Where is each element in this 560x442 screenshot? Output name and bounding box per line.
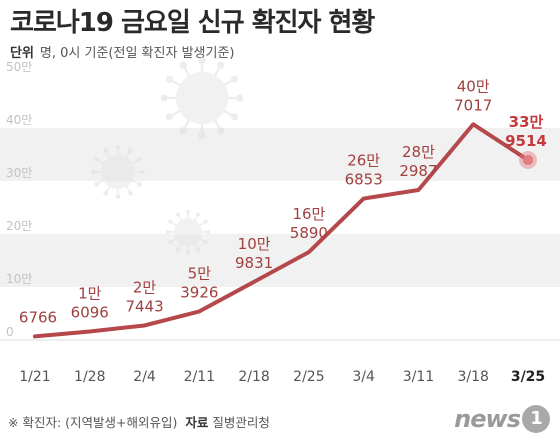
x-tick-label: 2/18 (238, 369, 269, 385)
x-tick-label: 3/11 (403, 369, 434, 385)
virus-spike-tip (198, 132, 206, 140)
data-label-lower: 6096 (71, 303, 109, 321)
x-tick-label: 3/4 (352, 369, 375, 385)
data-label-lower: 6853 (345, 171, 383, 189)
data-label-upper: 1만 (78, 284, 102, 302)
x-tick-label: 2/4 (133, 369, 156, 385)
x-tick-label: 1/21 (19, 369, 50, 385)
y-tick-label: 40만 (6, 113, 32, 127)
x-tick-label: 1/28 (74, 369, 105, 385)
x-tick-label: 2/25 (293, 369, 324, 385)
y-tick-label: 30만 (6, 166, 32, 180)
y-tick-label: 0 (6, 325, 14, 339)
virus-spike-tip (115, 144, 121, 150)
virus-spike-tip (115, 194, 121, 200)
data-label-lower: 7017 (454, 96, 492, 114)
source-value: 질병관리청 (212, 415, 270, 430)
virus-spike-tip (127, 148, 133, 154)
data-label-upper: 16만 (292, 205, 325, 223)
virus-spike-tip (217, 127, 225, 135)
virus-spike-tip (127, 190, 133, 196)
virus-spike-tip (186, 209, 190, 214)
data-label-upper: 28만 (402, 143, 435, 161)
virus-spike-tip (231, 75, 239, 83)
virus-spike-tip (179, 127, 187, 135)
data-label-lower: 5890 (290, 224, 328, 242)
virus-icon (165, 209, 211, 255)
virus-spike-tip (203, 240, 208, 245)
virus-spike-tip (94, 157, 100, 163)
news1-logo: news 1 (454, 402, 550, 436)
last-point-marker (523, 155, 533, 166)
x-axis-ticks: 1/21 1/28 2/4 2/11 2/18 2/25 3/4 3/11 3/18 3/25 (19, 369, 545, 385)
virus-icon (160, 56, 244, 140)
virus-spike-tip (217, 61, 225, 69)
virus-spike-tip (196, 212, 201, 217)
series-line (33, 122, 530, 339)
data-label-lower: 7443 (125, 297, 163, 315)
virus-spike-tip (175, 212, 180, 217)
virus-spike-tip (94, 181, 100, 187)
data-label-lower: 6766 (19, 308, 57, 326)
virus-spike-tip (165, 113, 173, 121)
virus-spike-tip (140, 169, 146, 175)
virus-spike-tip (165, 75, 173, 83)
data-label-upper: 2만 (133, 278, 157, 296)
virus-spike-tip (236, 94, 244, 102)
data-label-lower: 9831 (235, 254, 273, 272)
grid-band (0, 234, 560, 287)
unit-key: 단위 (10, 46, 34, 61)
x-tick-label: 3/18 (457, 369, 488, 385)
data-label-upper: 5만 (188, 264, 212, 282)
virus-spike-tip (179, 61, 187, 69)
x-tick-label: 3/25 (511, 369, 545, 385)
series-line-group (33, 122, 537, 339)
footnote-text: ※ 확진자: (지역발생+해외유입) (8, 415, 178, 430)
data-label-lower: 3926 (180, 283, 218, 301)
unit-text: 명, 0시 기준(전일 확진자 발생기준) (39, 46, 235, 61)
virus-spike-tip (168, 240, 173, 245)
data-label-lower: 2987 (399, 162, 437, 180)
logo-word: news (454, 405, 521, 433)
virus-spike-tip (90, 169, 96, 175)
virus-body (101, 155, 135, 189)
y-axis-ticks: 0 10만 20만 30만 40만 50만 (6, 60, 32, 339)
virus-spike-tip (103, 148, 109, 154)
virus-spike-tip (136, 157, 142, 163)
x-tick-label: 2/11 (184, 369, 215, 385)
virus-icon (90, 144, 146, 200)
data-label-upper: 10만 (238, 235, 271, 253)
virus-spike-tip (231, 113, 239, 121)
virus-spike-tip (168, 219, 173, 224)
logo-badge: 1 (522, 405, 550, 433)
virus-spike-tip (186, 250, 190, 255)
data-label-lower: 9514 (505, 132, 547, 150)
chart-title: 코로나19 금요일 신규 확진자 현황 (10, 8, 375, 38)
virus-spike-tip (103, 190, 109, 196)
virus-spike-tip (196, 247, 201, 252)
grid-band (0, 128, 560, 181)
virus-spike-tip (206, 230, 211, 234)
footnote: ※ 확진자: (지역발생+해외유입) 자료 질병관리청 (8, 412, 270, 431)
virus-body (176, 72, 228, 124)
y-tick-label: 10만 (6, 272, 32, 286)
y-tick-label: 20만 (6, 219, 32, 233)
virus-body (174, 218, 202, 246)
virus-spike-tip (160, 94, 168, 102)
virus-decoration (90, 56, 244, 255)
source-key: 자료 (185, 415, 209, 430)
y-tick-label: 50만 (6, 60, 32, 74)
virus-spike-tip (175, 247, 180, 252)
virus-spike-tip (136, 181, 142, 187)
data-label-upper: 26만 (347, 152, 380, 170)
virus-spike-tip (203, 219, 208, 224)
unit-note: 단위 명, 0시 기준(전일 확진자 발생기준) (10, 42, 234, 61)
virus-spike-tip (165, 230, 170, 234)
data-label-upper: 40만 (457, 77, 490, 95)
data-label-upper: 33만 (509, 113, 544, 131)
virus-spike-tip (198, 56, 206, 64)
